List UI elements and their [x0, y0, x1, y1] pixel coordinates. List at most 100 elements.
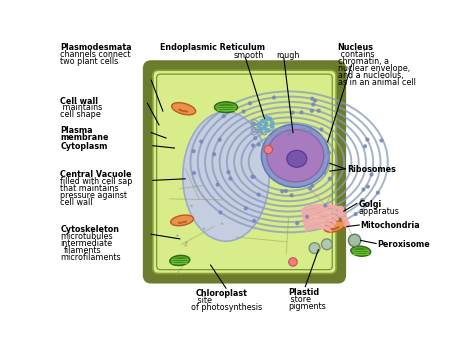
Circle shape — [192, 172, 195, 174]
Circle shape — [252, 144, 255, 147]
Circle shape — [281, 190, 283, 193]
Circle shape — [222, 115, 225, 118]
Circle shape — [265, 116, 268, 120]
Circle shape — [191, 205, 192, 206]
Circle shape — [302, 129, 305, 132]
Text: two plant cells: two plant cells — [61, 57, 118, 66]
Circle shape — [264, 145, 273, 154]
Circle shape — [253, 219, 255, 222]
Ellipse shape — [171, 215, 193, 226]
Circle shape — [324, 204, 327, 207]
Circle shape — [311, 97, 314, 100]
Circle shape — [376, 191, 379, 194]
Circle shape — [227, 171, 230, 174]
Circle shape — [249, 102, 252, 105]
Circle shape — [259, 129, 262, 132]
Text: cell wall: cell wall — [61, 198, 93, 207]
Circle shape — [314, 99, 317, 102]
Circle shape — [186, 242, 187, 243]
Circle shape — [288, 133, 291, 135]
Circle shape — [251, 175, 254, 178]
Circle shape — [362, 188, 365, 191]
Circle shape — [309, 187, 311, 190]
Circle shape — [290, 194, 293, 197]
Text: as in an animal cell: as in an animal cell — [337, 78, 416, 87]
Circle shape — [229, 177, 232, 180]
Circle shape — [318, 109, 320, 112]
Text: channels connect: channels connect — [61, 50, 131, 59]
Text: site: site — [195, 296, 212, 305]
Ellipse shape — [354, 248, 368, 254]
Circle shape — [366, 185, 369, 188]
Ellipse shape — [261, 124, 329, 187]
Circle shape — [222, 223, 223, 224]
Circle shape — [300, 111, 303, 114]
Circle shape — [219, 211, 222, 214]
Text: microtubules: microtubules — [61, 232, 113, 241]
Text: smooth: smooth — [234, 51, 264, 60]
Circle shape — [192, 150, 195, 152]
Circle shape — [263, 126, 266, 130]
Text: filaments: filaments — [64, 246, 101, 255]
Text: of photosynthesis: of photosynthesis — [191, 303, 262, 312]
Ellipse shape — [324, 221, 345, 232]
Circle shape — [348, 234, 361, 247]
Circle shape — [213, 153, 216, 156]
Circle shape — [328, 151, 330, 154]
Circle shape — [291, 111, 294, 114]
Circle shape — [306, 215, 309, 218]
Text: Endoplasmic Reticulum: Endoplasmic Reticulum — [160, 43, 264, 52]
Circle shape — [257, 143, 260, 146]
Text: Golgi: Golgi — [358, 200, 382, 208]
Ellipse shape — [173, 257, 187, 263]
Circle shape — [273, 96, 275, 99]
Circle shape — [216, 183, 219, 186]
Circle shape — [177, 235, 178, 236]
Text: Nucleus: Nucleus — [337, 43, 374, 52]
Circle shape — [380, 139, 383, 142]
Text: store: store — [288, 295, 311, 304]
Text: Chloroplast: Chloroplast — [195, 289, 247, 298]
Circle shape — [339, 210, 345, 215]
Text: cell shape: cell shape — [61, 110, 101, 119]
Circle shape — [328, 177, 331, 180]
Circle shape — [339, 102, 342, 105]
Circle shape — [366, 138, 369, 141]
Circle shape — [354, 213, 357, 215]
Text: Ribosomes: Ribosomes — [347, 165, 396, 174]
Circle shape — [311, 184, 314, 187]
FancyBboxPatch shape — [153, 70, 336, 274]
Circle shape — [310, 109, 313, 112]
Circle shape — [280, 132, 283, 135]
Ellipse shape — [217, 104, 235, 111]
Circle shape — [320, 128, 323, 131]
Ellipse shape — [172, 103, 196, 115]
Text: rough: rough — [276, 51, 299, 60]
Circle shape — [296, 222, 299, 224]
Text: contains: contains — [337, 50, 374, 59]
Text: Plasma: Plasma — [61, 126, 93, 135]
Circle shape — [203, 228, 205, 229]
Text: pigments: pigments — [288, 302, 326, 311]
Text: chromatin, a: chromatin, a — [337, 57, 389, 66]
Ellipse shape — [267, 129, 324, 182]
Circle shape — [289, 258, 297, 266]
Text: filled with cell sap: filled with cell sap — [61, 177, 133, 186]
Text: maintains: maintains — [61, 103, 103, 112]
Circle shape — [312, 103, 315, 106]
Text: apparatus: apparatus — [358, 207, 399, 215]
Circle shape — [308, 130, 311, 133]
Circle shape — [254, 137, 256, 140]
Ellipse shape — [183, 112, 269, 241]
Circle shape — [185, 245, 186, 246]
Circle shape — [370, 173, 373, 176]
FancyBboxPatch shape — [143, 60, 346, 284]
Circle shape — [200, 140, 202, 143]
Ellipse shape — [287, 150, 307, 167]
Text: and a nucleolus,: and a nucleolus, — [337, 71, 403, 80]
Text: pressure against: pressure against — [61, 191, 128, 200]
Text: Plasmodesmata: Plasmodesmata — [61, 43, 132, 52]
Circle shape — [341, 214, 346, 219]
Text: nuclear envelope,: nuclear envelope, — [337, 64, 410, 73]
Circle shape — [271, 125, 274, 128]
